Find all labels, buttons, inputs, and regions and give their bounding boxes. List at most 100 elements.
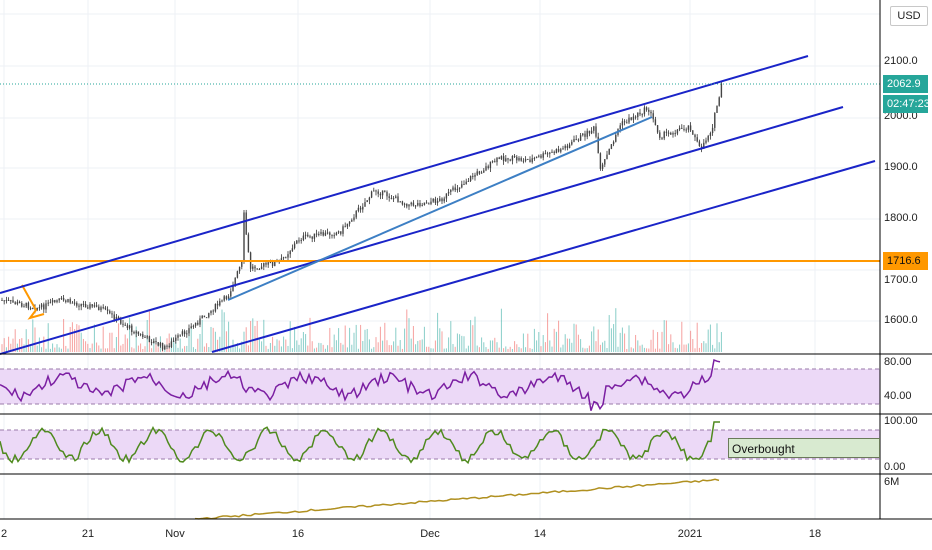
candle-body [247, 234, 250, 253]
volume-bar [155, 344, 157, 352]
candle-body [274, 261, 276, 266]
channel-lower-line[interactable] [211, 160, 876, 353]
volume-bar [522, 333, 524, 352]
rsi-line [0, 358, 721, 411]
volume-bar [494, 337, 496, 352]
candle-body [137, 331, 140, 335]
volume-bar [311, 341, 313, 352]
channel-upper-line[interactable] [0, 55, 809, 294]
volume-bar [124, 334, 126, 352]
volume-bar [709, 324, 711, 352]
candle-body [476, 171, 478, 175]
candle-body [670, 132, 672, 135]
candle-body [571, 141, 573, 145]
volume-bar [197, 338, 199, 352]
volume-bar [89, 348, 91, 352]
candle-body [518, 158, 520, 161]
candle-body [401, 201, 404, 205]
volume-bar [646, 348, 648, 352]
channel-middle-line[interactable] [0, 106, 844, 355]
candle-body [507, 158, 509, 160]
candle-body [694, 134, 696, 138]
volume-bar [291, 348, 293, 352]
volume-bar [707, 329, 709, 352]
volume-bar [322, 344, 324, 352]
orange-arrow-drawing[interactable] [21, 284, 45, 320]
level-price-tag: 1716.6 [883, 252, 928, 270]
volume-bar [630, 347, 632, 352]
price-label-1700: 1700.0 [884, 274, 918, 286]
volume-bar [250, 321, 252, 352]
candle-body [560, 149, 562, 152]
trendline-blue[interactable] [227, 116, 653, 301]
candle-body [634, 116, 637, 118]
volume-bar [657, 332, 659, 352]
candle-body [124, 324, 126, 326]
candle-body [562, 148, 564, 150]
candle-body [516, 156, 518, 161]
candle-body [458, 187, 461, 189]
volume-bar [360, 324, 362, 352]
volume-bar [327, 345, 329, 352]
volume-bar [25, 329, 27, 352]
candle-body [441, 198, 443, 202]
candle-body [181, 331, 184, 335]
volume-bar [265, 345, 267, 352]
candle-body [216, 303, 219, 306]
volume-bar [621, 327, 623, 352]
volume-bar [49, 348, 51, 352]
candle-body [148, 336, 151, 343]
candle-body [267, 262, 269, 265]
volume-bar [91, 343, 93, 352]
volume-bar [560, 347, 562, 352]
volume-bar [703, 341, 705, 352]
candle-body [384, 190, 386, 192]
candle-body [194, 322, 197, 326]
volume-bar [346, 347, 348, 352]
volume-bar [377, 342, 379, 352]
candle-body [298, 240, 300, 242]
candle-body [144, 336, 146, 338]
volume-bar [252, 318, 254, 352]
overbought-callout[interactable]: Overbought [728, 438, 880, 458]
candle-body [232, 285, 234, 292]
volume-bar [65, 345, 67, 352]
volume-bar [355, 324, 357, 352]
volume-bar [399, 340, 401, 352]
volume-bar [269, 342, 271, 352]
volume-bar [104, 348, 106, 352]
volume-bar [459, 334, 461, 352]
volume-bar [239, 348, 241, 352]
volume-bar [96, 342, 98, 352]
candle-body [718, 97, 720, 106]
volume-bar [38, 337, 40, 352]
volume-bar [595, 341, 597, 352]
candle-body [355, 210, 357, 218]
volume-bar [643, 347, 645, 352]
candle-body [256, 268, 258, 270]
candle-body [265, 263, 267, 265]
volume-bar [188, 332, 190, 352]
volume-bar [441, 331, 443, 352]
currency-button[interactable]: USD [890, 6, 928, 26]
volume-bar [720, 332, 722, 352]
volume-bar [382, 340, 384, 352]
candle-body [621, 121, 624, 126]
volume-bar [82, 338, 84, 352]
candle-body [12, 300, 14, 303]
candle-body [293, 243, 296, 249]
candle-body [450, 189, 452, 192]
candle-body [113, 314, 115, 321]
candle-body [87, 307, 89, 309]
volume-bar [276, 339, 278, 352]
candle-body [533, 158, 536, 160]
price-label-1600: 1600.0 [884, 314, 918, 326]
volume-bar [668, 344, 670, 352]
candle-body [527, 158, 529, 160]
volume-bar [144, 346, 146, 352]
volume-bar [619, 332, 621, 352]
price-label-1900: 1900.0 [884, 161, 918, 173]
candle-body [606, 154, 608, 160]
candle-body [258, 269, 261, 271]
